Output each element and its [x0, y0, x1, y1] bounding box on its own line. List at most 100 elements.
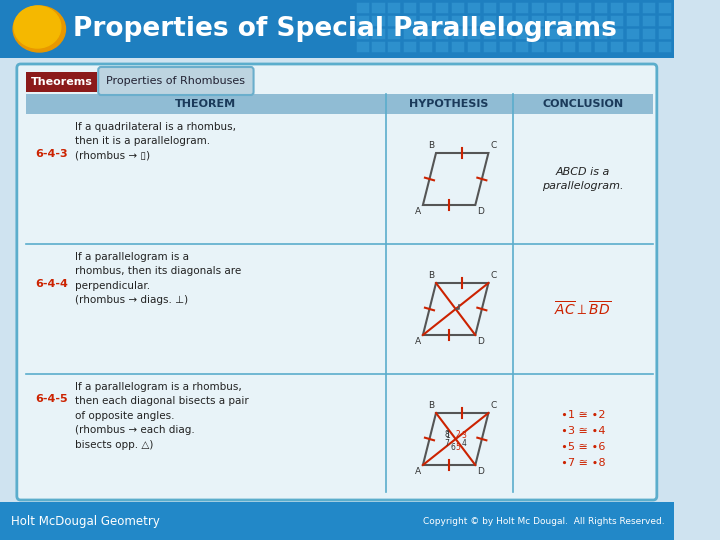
- Text: B: B: [428, 401, 434, 410]
- Bar: [451, 15, 464, 26]
- Text: Properties of Special Parallelograms: Properties of Special Parallelograms: [73, 16, 617, 42]
- Bar: [578, 28, 591, 39]
- Text: 3: 3: [462, 431, 467, 441]
- Text: B: B: [428, 141, 434, 150]
- Bar: [387, 28, 400, 39]
- Bar: [642, 41, 655, 52]
- Bar: [642, 28, 655, 39]
- Bar: [515, 28, 528, 39]
- Bar: [403, 28, 416, 39]
- Bar: [0, 502, 674, 540]
- Text: ∙1 ≅ ∙2
∙3 ≅ ∙4
∙5 ≅ ∙6
∙7 ≅ ∙8: ∙1 ≅ ∙2 ∙3 ≅ ∙4 ∙5 ≅ ∙6 ∙7 ≅ ∙8: [561, 410, 606, 468]
- Bar: [531, 28, 544, 39]
- Text: D: D: [477, 467, 484, 476]
- Text: 6-4-5: 6-4-5: [35, 394, 68, 404]
- Text: Properties of Rhombuses: Properties of Rhombuses: [107, 76, 246, 86]
- Bar: [435, 2, 448, 13]
- Bar: [499, 41, 512, 52]
- Bar: [419, 28, 432, 39]
- Text: 2: 2: [456, 430, 461, 439]
- Bar: [403, 15, 416, 26]
- Bar: [515, 15, 528, 26]
- Bar: [483, 15, 496, 26]
- Text: CONCLUSION: CONCLUSION: [542, 99, 624, 109]
- Bar: [658, 15, 671, 26]
- Bar: [546, 15, 559, 26]
- Text: Theorems: Theorems: [31, 77, 93, 87]
- Bar: [610, 2, 623, 13]
- Bar: [435, 28, 448, 39]
- Text: A: A: [415, 337, 421, 346]
- Bar: [594, 41, 607, 52]
- Bar: [467, 15, 480, 26]
- Bar: [483, 28, 496, 39]
- Bar: [562, 41, 575, 52]
- Bar: [546, 28, 559, 39]
- Bar: [499, 2, 512, 13]
- Bar: [356, 41, 369, 52]
- Bar: [467, 28, 480, 39]
- Bar: [356, 28, 369, 39]
- Bar: [626, 28, 639, 39]
- Bar: [499, 28, 512, 39]
- Bar: [546, 41, 559, 52]
- Bar: [610, 28, 623, 39]
- Bar: [483, 2, 496, 13]
- Bar: [531, 15, 544, 26]
- Text: If a parallelogram is a rhombus,
then each diagonal bisects a pair
of opposite a: If a parallelogram is a rhombus, then ea…: [75, 382, 248, 450]
- Bar: [642, 2, 655, 13]
- Text: 6: 6: [451, 443, 456, 453]
- Text: HYPOTHESIS: HYPOTHESIS: [410, 99, 489, 109]
- Bar: [546, 2, 559, 13]
- Bar: [467, 2, 480, 13]
- Bar: [642, 15, 655, 26]
- Text: Holt McDougal Geometry: Holt McDougal Geometry: [12, 515, 160, 528]
- Bar: [435, 15, 448, 26]
- Bar: [483, 41, 496, 52]
- Bar: [562, 2, 575, 13]
- Text: THEOREM: THEOREM: [175, 99, 236, 109]
- Bar: [356, 2, 369, 13]
- Bar: [419, 2, 432, 13]
- Bar: [531, 2, 544, 13]
- Bar: [372, 28, 384, 39]
- Text: 1: 1: [445, 431, 449, 441]
- Bar: [26, 94, 653, 114]
- Bar: [626, 15, 639, 26]
- Bar: [562, 28, 575, 39]
- Bar: [578, 2, 591, 13]
- Text: A: A: [415, 467, 421, 476]
- Text: If a parallelogram is a
rhombus, then its diagonals are
perpendicular.
(rhombus : If a parallelogram is a rhombus, then it…: [75, 252, 241, 305]
- Bar: [403, 2, 416, 13]
- Text: 8: 8: [445, 430, 449, 439]
- Bar: [403, 41, 416, 52]
- Bar: [658, 41, 671, 52]
- Bar: [372, 41, 384, 52]
- Bar: [387, 2, 400, 13]
- FancyBboxPatch shape: [17, 64, 657, 500]
- Bar: [531, 41, 544, 52]
- Bar: [356, 15, 369, 26]
- Bar: [372, 15, 384, 26]
- Bar: [578, 15, 591, 26]
- Bar: [387, 15, 400, 26]
- Text: C: C: [490, 141, 497, 150]
- Bar: [499, 15, 512, 26]
- Text: C: C: [490, 271, 497, 280]
- Bar: [626, 2, 639, 13]
- Ellipse shape: [13, 6, 66, 52]
- Bar: [372, 2, 384, 13]
- Bar: [594, 15, 607, 26]
- FancyBboxPatch shape: [98, 67, 253, 95]
- Bar: [562, 15, 575, 26]
- Text: D: D: [477, 337, 484, 346]
- Bar: [658, 28, 671, 39]
- Text: 5: 5: [456, 443, 461, 453]
- Bar: [451, 28, 464, 39]
- Bar: [451, 2, 464, 13]
- Bar: [594, 28, 607, 39]
- Bar: [515, 41, 528, 52]
- Bar: [515, 2, 528, 13]
- Text: D: D: [477, 207, 484, 216]
- Text: Copyright © by Holt Mc Dougal.  All Rights Reserved.: Copyright © by Holt Mc Dougal. All Right…: [423, 516, 665, 525]
